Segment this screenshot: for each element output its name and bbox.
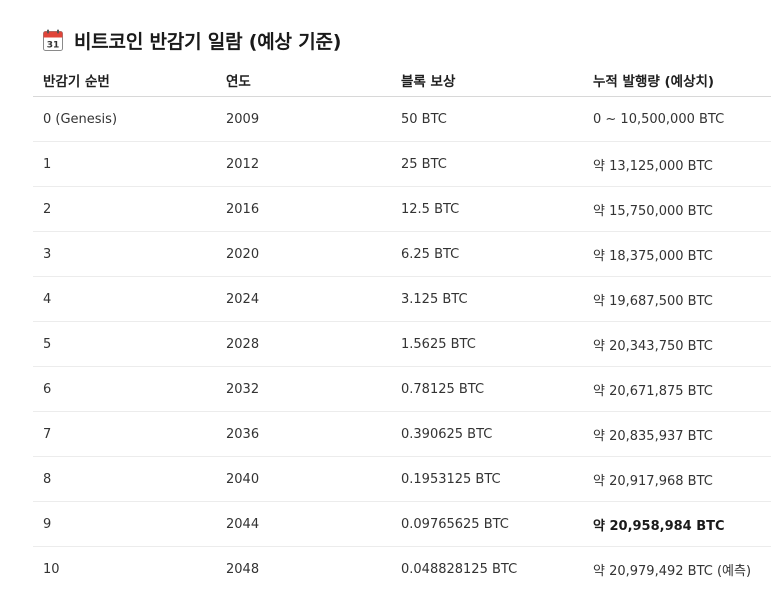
table-row: 6 2032 0.78125 BTC 약 20,671,875 BTC (33, 366, 771, 412)
cell-block-reward: 12.5 BTC (391, 186, 583, 232)
cell-block-reward: 0.1953125 BTC (391, 456, 583, 502)
cell-year: 2044 (216, 501, 391, 547)
cell-halving-number: 1 (33, 141, 216, 187)
cell-block-reward: 0.78125 BTC (391, 366, 583, 412)
cell-cumulative-supply: 약 18,375,000 BTC (583, 231, 771, 277)
header-halving-number: 반감기 순번 (33, 63, 216, 97)
cell-halving-number: 6 (33, 366, 216, 412)
table-row: 9 2044 0.09765625 BTC 약 20,958,984 BTC (33, 501, 771, 547)
cell-year: 2016 (216, 186, 391, 232)
header-block-reward: 블록 보상 (391, 63, 583, 97)
table-row: 10 2048 0.048828125 BTC 약 20,979,492 BTC (예… (33, 547, 771, 592)
cell-cumulative-supply: 약 20,671,875 BTC (583, 366, 771, 412)
cell-cumulative-supply: 약 20,958,984 BTC (583, 501, 771, 547)
cell-halving-number: 7 (33, 411, 216, 457)
header-cumulative-supply: 누적 발행량 (예상치) (583, 63, 771, 97)
page-title: 비트코인 반감기 일람 (예상 기준) (74, 30, 342, 53)
cell-year: 2048 (226, 561, 260, 577)
cell-year: 2036 (216, 411, 391, 457)
cell-halving-number: 3 (33, 231, 216, 277)
cell-cumulative-supply: 약 15,750,000 BTC (583, 186, 771, 232)
cell-cumulative-supply: 약 20,835,937 BTC (583, 411, 771, 457)
table-row: 5 2028 1.5625 BTC 약 20,343,750 BTC (33, 321, 771, 367)
cell-halving-number: 9 (33, 501, 216, 547)
cell-block-reward: 0.048828125 BTC (401, 561, 518, 577)
cell-halving-number: 10 (43, 561, 60, 577)
cell-halving-number: 4 (33, 276, 216, 322)
cell-cumulative-supply: 약 20,979,492 BTC (예측) (593, 563, 752, 579)
cell-year: 2009 (216, 96, 391, 142)
cell-halving-number: 8 (33, 456, 216, 502)
cell-block-reward: 25 BTC (391, 141, 583, 187)
cell-cumulative-supply: 약 20,917,968 BTC (583, 456, 771, 502)
table-body: 0 (Genesis) 2009 50 BTC 0 ~ 10,500,000 BTC 1… (33, 96, 771, 592)
cell-block-reward: 50 BTC (391, 96, 583, 142)
title-row: 31 비트코인 반감기 일람 (예상 기준) (43, 25, 341, 55)
halving-table: 반감기 순번 연도 블록 보상 누적 발행량 (예상치) 0 (Genesis)… (33, 63, 771, 591)
cell-block-reward: 1.5625 BTC (391, 321, 583, 367)
cell-halving-number: 0 (Genesis) (33, 96, 216, 142)
cell-halving-number: 5 (33, 321, 216, 367)
cell-year: 2028 (216, 321, 391, 367)
cell-halving-number: 2 (33, 186, 216, 232)
cell-cumulative-supply: 0 ~ 10,500,000 BTC (583, 96, 771, 142)
table-row: 2 2016 12.5 BTC 약 15,750,000 BTC (33, 186, 771, 232)
calendar-icon-day: 31 (47, 41, 60, 51)
table-row: 1 2012 25 BTC 약 13,125,000 BTC (33, 141, 771, 187)
cell-year: 2040 (216, 456, 391, 502)
table-row: 7 2036 0.390625 BTC 약 20,835,937 BTC (33, 411, 771, 457)
table-row: 4 2024 3.125 BTC 약 19,687,500 BTC (33, 276, 771, 322)
cell-year: 2020 (216, 231, 391, 277)
cell-cumulative-supply: 약 13,125,000 BTC (583, 141, 771, 187)
table-header-row: 반감기 순번 연도 블록 보상 누적 발행량 (예상치) (33, 63, 771, 97)
table-row: 0 (Genesis) 2009 50 BTC 0 ~ 10,500,000 BTC (33, 96, 771, 142)
cell-cumulative-supply: 약 20,343,750 BTC (583, 321, 771, 367)
cell-block-reward: 3.125 BTC (391, 276, 583, 322)
cell-block-reward: 6.25 BTC (391, 231, 583, 277)
cell-year: 2012 (216, 141, 391, 187)
cell-cumulative-supply: 약 19,687,500 BTC (583, 276, 771, 322)
calendar-icon: 31 (43, 29, 63, 51)
cell-year: 2024 (216, 276, 391, 322)
table-row: 8 2040 0.1953125 BTC 약 20,917,968 BTC (33, 456, 771, 502)
cell-block-reward: 0.390625 BTC (391, 411, 583, 457)
header-year: 연도 (216, 63, 391, 97)
cell-year: 2032 (216, 366, 391, 412)
table-row: 3 2020 6.25 BTC 약 18,375,000 BTC (33, 231, 771, 277)
cell-block-reward: 0.09765625 BTC (391, 501, 583, 547)
